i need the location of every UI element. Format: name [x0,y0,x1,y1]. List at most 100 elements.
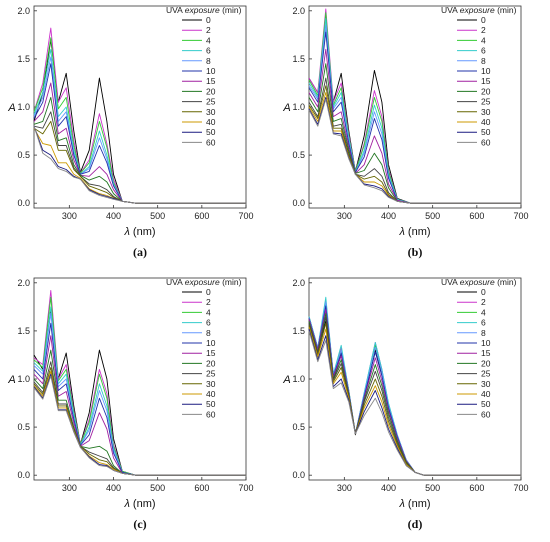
y-tick-label: 1.0 [17,102,30,112]
legend-title-text: UVA [166,5,185,15]
legend-label-10: 10 [206,338,216,348]
series-line-15 [308,48,521,204]
y-tick-label: 0.5 [292,150,305,160]
legend-label-30: 30 [206,107,216,117]
legend-title-unit: (min) [495,5,517,15]
y-axis-label: A [282,102,290,114]
x-tick-label: 500 [425,483,440,493]
legend-label-40: 40 [481,117,491,127]
x-axis-unit: (nm) [130,226,156,238]
y-tick-label: 0.5 [292,422,305,432]
x-tick-label: 500 [150,483,165,493]
x-axis-label: λ (nm) [123,498,155,510]
legend-label-0: 0 [206,287,211,297]
y-tick-label: 2.0 [17,6,30,16]
x-axis-unit: (nm) [405,498,431,510]
panel-caption: (d) [408,517,423,531]
legend-title-italic: exposure [185,277,220,287]
y-tick-label: 0.0 [17,198,30,208]
legend-title-text: UVA [166,277,185,287]
legend-label-15: 15 [206,348,216,358]
legend-label-60: 60 [481,137,491,147]
legend-title-text: UVA [441,5,460,15]
y-tick-label: 0.0 [17,470,30,480]
y-tick-label: 2.0 [292,6,305,16]
y-tick-label: 1.5 [17,54,30,64]
x-tick-label: 400 [106,483,121,493]
series-line-10 [308,31,521,204]
x-axis-label: λ (nm) [398,498,430,510]
series-line-20 [308,63,521,204]
legend-title-italic: exposure [185,5,220,15]
legend-label-0: 0 [481,15,486,25]
legend-label-8: 8 [481,328,486,338]
x-tick-label: 400 [381,483,396,493]
legend-label-10: 10 [206,66,216,76]
x-tick-label: 300 [337,483,352,493]
legend-label-4: 4 [481,35,486,45]
legend-title: UVA exposure (min) [166,277,242,287]
legend-label-60: 60 [481,409,491,419]
y-axis-label: A [282,374,290,386]
y-tick-label: 0.5 [17,150,30,160]
legend-title-unit: (min) [220,5,242,15]
legend-title-text: UVA [441,277,460,287]
legend-label-4: 4 [206,35,211,45]
x-tick-label: 400 [381,211,396,221]
y-tick-label: 1.5 [292,54,305,64]
legend-label-2: 2 [206,25,211,35]
x-axis-symbol: λ [398,498,404,510]
x-axis-unit: (nm) [405,226,431,238]
legend-title: UVA exposure (min) [166,5,242,15]
panel-caption: (b) [408,245,423,259]
x-tick-label: 500 [150,211,165,221]
legend-label-20: 20 [206,358,216,368]
legend-label-2: 2 [481,297,486,307]
legend-title-unit: (min) [495,277,517,287]
legend-title-unit: (min) [220,277,242,287]
legend-label-15: 15 [481,76,491,86]
legend-title: UVA exposure (min) [441,277,517,287]
legend-label-30: 30 [206,379,216,389]
legend-label-6: 6 [481,318,486,328]
y-tick-label: 1.0 [17,374,30,384]
legend-label-8: 8 [481,56,486,66]
x-axis-unit: (nm) [130,498,156,510]
y-axis-label: A [7,102,15,114]
y-tick-label: 1.5 [292,326,305,336]
y-tick-label: 1.0 [292,374,305,384]
x-tick-label: 700 [513,211,528,221]
x-tick-label: 700 [238,211,253,221]
series-line-60 [33,375,246,476]
x-tick-label: 600 [194,211,209,221]
legend-label-4: 4 [206,307,211,317]
legend-label-4: 4 [481,307,486,317]
legend-label-6: 6 [206,46,211,56]
panel-caption: (c) [133,517,146,531]
legend-label-15: 15 [206,76,216,86]
legend-title-italic: exposure [460,277,495,287]
legend-label-50: 50 [481,127,491,137]
legend-label-50: 50 [206,127,216,137]
legend-label-30: 30 [481,379,491,389]
legend-title-italic: exposure [460,5,495,15]
x-tick-label: 700 [238,483,253,493]
legend-label-40: 40 [206,389,216,399]
legend-label-20: 20 [206,86,216,96]
legend-label-25: 25 [206,97,216,107]
legend-label-0: 0 [481,287,486,297]
legend-label-15: 15 [481,348,491,358]
y-tick-label: 2.0 [292,278,305,288]
x-tick-label: 600 [469,211,484,221]
legend-label-40: 40 [206,117,216,127]
legend-label-8: 8 [206,56,211,66]
x-axis-symbol: λ [123,498,129,510]
x-axis-label: λ (nm) [123,226,155,238]
legend-label-20: 20 [481,86,491,96]
legend-label-30: 30 [481,107,491,117]
x-tick-label: 600 [194,483,209,493]
